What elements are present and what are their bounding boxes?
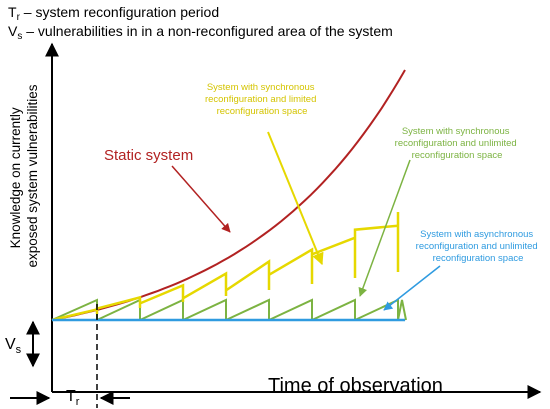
tr-marker-label: Tr [66,388,80,408]
tr-marker: Tr [10,304,130,408]
axes: Knowledge on currently exposed system vu… [8,42,542,399]
async-unlimited-label: System with asynchronous reconfiguration… [416,229,541,264]
sync-limited-sawtooth [51,212,400,322]
vs-marker: Vs [5,320,40,368]
sync-unlimited-sawtooth [51,298,407,321]
vs-marker-label: Vs [5,336,22,356]
async-unlimited-arrow [383,265,441,311]
curves [51,69,407,322]
static-system-label: Static system [104,147,193,164]
static-system-arrow [171,165,231,233]
sync-unlimited-arrow [358,159,411,297]
legend: Tr – system reconfiguration period Vs – … [8,4,393,42]
legend-vs-line: Vs – vulnerabilities in in a non-reconfi… [8,23,393,42]
sync-limited-label: System with synchronous reconfiguration … [205,82,319,117]
sync-unlimited-label: System with synchronous reconfiguration … [395,126,520,161]
legend-tr-line: Tr – system reconfiguration period [8,4,219,23]
sync-limited-arrow [267,131,324,266]
annotations: Static system System with synchronous re… [104,82,541,311]
x-axis-label: Time of observation [268,375,443,397]
y-axis-label: Knowledge on currently exposed system vu… [8,84,40,267]
